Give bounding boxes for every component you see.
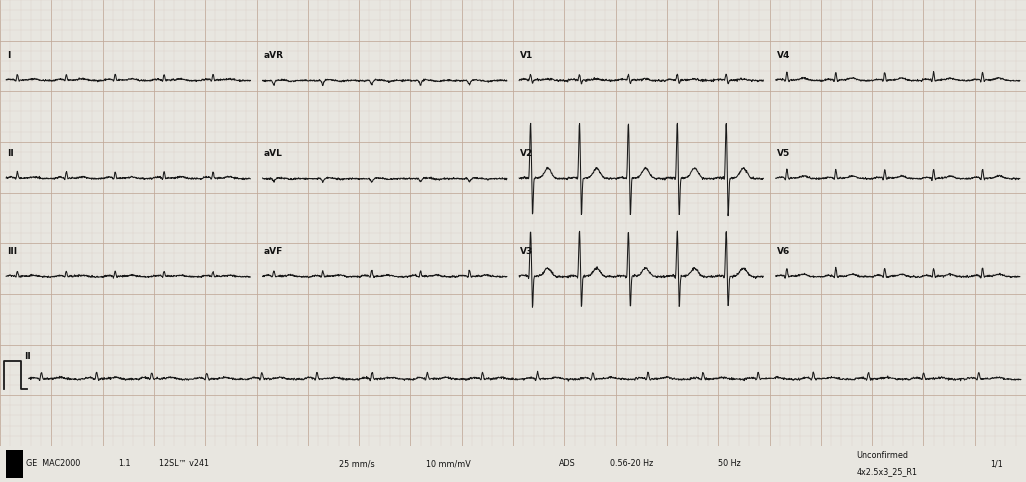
Text: III: III bbox=[7, 247, 17, 256]
Text: aVR: aVR bbox=[264, 51, 283, 60]
Text: 12SL™ v241: 12SL™ v241 bbox=[159, 459, 209, 469]
Text: 10 mm/mV: 10 mm/mV bbox=[426, 459, 471, 469]
Text: 50 Hz: 50 Hz bbox=[718, 459, 741, 469]
Text: 1/1: 1/1 bbox=[990, 459, 1002, 469]
Text: V4: V4 bbox=[777, 51, 790, 60]
Text: ADS: ADS bbox=[559, 459, 576, 469]
Text: aVF: aVF bbox=[264, 247, 283, 256]
Text: I: I bbox=[7, 51, 10, 60]
Text: V1: V1 bbox=[520, 51, 534, 60]
Text: V6: V6 bbox=[777, 247, 790, 256]
Text: GE  MAC2000: GE MAC2000 bbox=[26, 459, 80, 469]
Text: 4x2.5x3_25_R1: 4x2.5x3_25_R1 bbox=[857, 468, 917, 476]
Text: Unconfirmed: Unconfirmed bbox=[857, 452, 909, 460]
Text: II: II bbox=[25, 352, 32, 361]
Text: 1.1: 1.1 bbox=[118, 459, 130, 469]
Text: II: II bbox=[7, 149, 14, 158]
Text: V2: V2 bbox=[520, 149, 534, 158]
Text: V5: V5 bbox=[777, 149, 790, 158]
Text: V3: V3 bbox=[520, 247, 534, 256]
Text: aVL: aVL bbox=[264, 149, 282, 158]
Text: 25 mm/s: 25 mm/s bbox=[339, 459, 374, 469]
Bar bbox=[6, 450, 23, 478]
Text: 0.56-20 Hz: 0.56-20 Hz bbox=[610, 459, 654, 469]
